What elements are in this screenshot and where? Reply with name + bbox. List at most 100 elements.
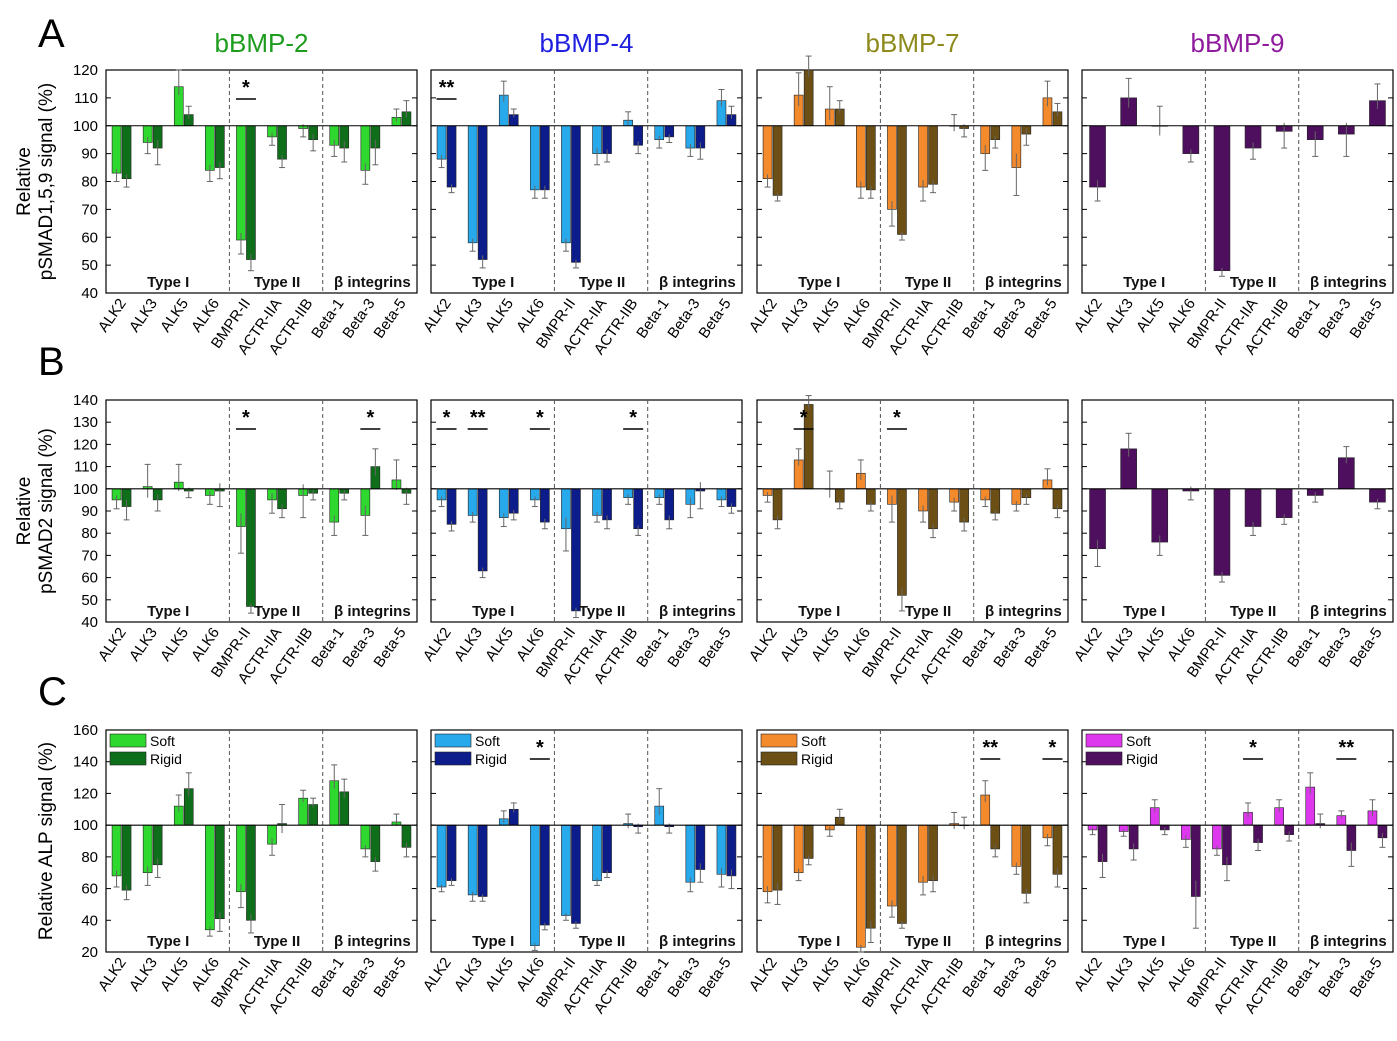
y-tick-label: 100 bbox=[73, 817, 98, 834]
x-tick-label: Beta-1 bbox=[308, 296, 347, 342]
x-tick-label: Beta-3 bbox=[1315, 296, 1354, 342]
bar-soft-actr-iia bbox=[593, 489, 602, 516]
y-tick-label: 100 bbox=[73, 481, 98, 498]
panel-frame bbox=[757, 70, 1068, 293]
column-title-bbmp-7: bBMP-7 bbox=[866, 28, 960, 58]
group-label-type-1: Type I bbox=[472, 603, 514, 620]
x-tick-label: Beta-3 bbox=[990, 296, 1029, 342]
x-tick-label: ALK2 bbox=[95, 955, 130, 995]
group-label-type-2: Type II bbox=[254, 933, 300, 950]
legend-label-soft: Soft bbox=[1126, 733, 1151, 749]
x-tick-label: ALK5 bbox=[157, 625, 192, 665]
significance-marker: * bbox=[536, 407, 544, 429]
group-label-beta-integrins: β integrins bbox=[1310, 603, 1387, 620]
group-label-type-2: Type II bbox=[905, 603, 951, 620]
x-tick-label: ALK2 bbox=[420, 625, 455, 665]
x-tick-label: ALK3 bbox=[451, 955, 486, 995]
x-tick-label: ALK2 bbox=[1071, 955, 1106, 995]
group-label-beta-integrins: β integrins bbox=[985, 274, 1062, 291]
panel-letter-c: C bbox=[38, 670, 67, 714]
legend-label-soft: Soft bbox=[475, 733, 500, 749]
x-tick-label: ALK3 bbox=[777, 955, 812, 995]
y-tick-label: 90 bbox=[81, 146, 98, 163]
x-tick-label: ALK5 bbox=[482, 955, 517, 995]
x-tick-label: Beta-1 bbox=[308, 955, 347, 1001]
bar-rigid-bmpr-ii bbox=[246, 126, 255, 260]
panel-frame bbox=[431, 400, 742, 622]
panel-c-bbmp-9: Type I Type II β integrins* **SoftRigidALK2… bbox=[1071, 730, 1393, 1017]
legend-swatch-rigid bbox=[435, 752, 471, 765]
bar-rigid-alk2 bbox=[1090, 126, 1106, 187]
bar-rigid-actr-iib bbox=[1276, 489, 1292, 518]
bar-rigid-alk3 bbox=[804, 70, 813, 126]
x-tick-label: Beta-5 bbox=[370, 296, 409, 342]
x-tick-label: Beta-1 bbox=[1284, 955, 1323, 1001]
x-tick-label: ALK3 bbox=[1102, 955, 1137, 995]
x-tick-label: Beta-5 bbox=[370, 955, 409, 1001]
bar-rigid-beta-3 bbox=[371, 825, 380, 861]
bar-rigid-bmpr-ii bbox=[246, 825, 255, 920]
group-label-type-2: Type II bbox=[254, 274, 300, 291]
group-label-type-1: Type I bbox=[1123, 603, 1165, 620]
bar-soft-alk2 bbox=[112, 126, 121, 173]
panel-frame bbox=[431, 70, 742, 293]
bar-rigid-alk2 bbox=[773, 126, 782, 196]
y-tick-label: 70 bbox=[81, 547, 98, 564]
x-tick-label: ALK2 bbox=[1071, 625, 1106, 665]
x-tick-label: ALK3 bbox=[777, 625, 812, 665]
bar-soft-alk3 bbox=[468, 126, 477, 243]
group-label-type-2: Type II bbox=[1230, 603, 1276, 620]
significance-marker: * bbox=[800, 407, 808, 429]
group-label-type-2: Type II bbox=[1230, 933, 1276, 950]
legend-label-rigid: Rigid bbox=[475, 751, 507, 767]
panel-c-bbmp-2: Type I Type II β integrinsSoftRigidALK2ALK… bbox=[95, 730, 417, 1017]
x-tick-label: Beta-5 bbox=[695, 625, 734, 671]
panel-a-bbmp-7: Type I Type II β integrinsALK2ALK3ALK5ALK6… bbox=[746, 56, 1068, 358]
x-tick-label: Beta-5 bbox=[370, 625, 409, 671]
bar-rigid-bmpr-ii bbox=[1214, 126, 1230, 271]
bar-soft-alk6 bbox=[856, 126, 865, 187]
bar-soft-actr-iia bbox=[919, 825, 928, 882]
x-tick-label: Beta-5 bbox=[1021, 955, 1060, 1001]
bar-rigid-actr-iia bbox=[603, 489, 612, 520]
bar-soft-bmpr-ii bbox=[1212, 825, 1221, 849]
panel-c-bbmp-4: Type I Type II β integrins*SoftRigidALK2AL… bbox=[420, 730, 742, 1017]
y-tick-label: 60 bbox=[81, 570, 98, 587]
y-axis-label-line2: pSMAD2 signal (%) bbox=[36, 428, 57, 594]
group-label-beta-integrins: β integrins bbox=[985, 933, 1062, 950]
bar-rigid-bmpr-ii bbox=[897, 489, 906, 596]
bar-rigid-beta-1 bbox=[665, 489, 674, 520]
significance-marker: * bbox=[893, 407, 901, 429]
bar-rigid-actr-iib bbox=[634, 489, 643, 529]
y-tick-label: 120 bbox=[73, 785, 98, 802]
x-tick-label: Beta-3 bbox=[990, 625, 1029, 671]
x-tick-label: ALK2 bbox=[746, 955, 781, 995]
bar-soft-alk2 bbox=[763, 825, 772, 892]
x-tick-label: Beta-3 bbox=[664, 955, 703, 1001]
group-label-type-1: Type I bbox=[798, 274, 840, 291]
y-tick-label: 120 bbox=[73, 436, 98, 453]
bar-rigid-bmpr-ii bbox=[571, 825, 580, 923]
bar-soft-alk3 bbox=[794, 825, 803, 873]
bar-rigid-alk2 bbox=[447, 126, 456, 187]
bar-rigid-alk3 bbox=[804, 825, 813, 858]
y-tick-label: 110 bbox=[74, 459, 98, 476]
x-tick-label: Beta-5 bbox=[695, 955, 734, 1001]
x-tick-label: ALK5 bbox=[808, 955, 843, 995]
bar-rigid-alk6 bbox=[540, 825, 549, 925]
x-tick-label: ALK5 bbox=[482, 625, 517, 665]
bar-rigid-beta-3 bbox=[696, 825, 705, 869]
column-title-bbmp-4: bBMP-4 bbox=[540, 28, 634, 58]
x-tick-label: ALK5 bbox=[1133, 296, 1168, 336]
bar-soft-alk2 bbox=[437, 825, 446, 887]
bar-soft-alk6 bbox=[205, 126, 214, 171]
x-tick-label: Beta-3 bbox=[1315, 955, 1354, 1001]
panel-a-bbmp-2: Type I Type II β integrins*ALK2ALK3ALK5ALK… bbox=[95, 70, 417, 358]
bar-rigid-alk2 bbox=[122, 126, 131, 179]
bar-soft-bmpr-ii bbox=[561, 825, 570, 915]
y-tick-label: 140 bbox=[73, 392, 98, 409]
bar-rigid-bmpr-ii bbox=[571, 126, 580, 263]
y-tick-label: 80 bbox=[81, 525, 98, 542]
x-tick-label: Beta-5 bbox=[1021, 625, 1060, 671]
